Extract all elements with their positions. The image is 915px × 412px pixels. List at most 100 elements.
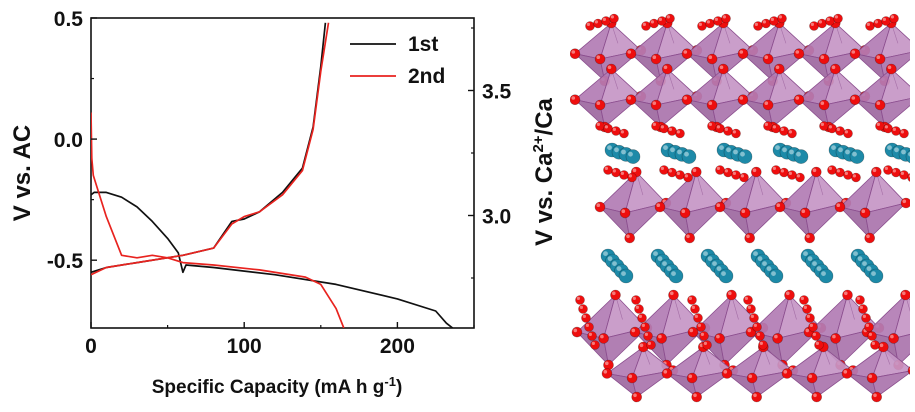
oxygen-atom — [661, 63, 673, 75]
oxygen-atom — [603, 123, 613, 134]
octahedron — [846, 345, 910, 399]
oxygen-atom — [643, 331, 653, 341]
oxygen-atom — [761, 18, 771, 29]
oxygen-atom — [885, 63, 897, 75]
oxygen-atom — [661, 368, 673, 379]
series-2nd-charge-curve — [91, 22, 330, 276]
oxygen-atom — [650, 53, 662, 65]
oxygen-atom — [753, 21, 763, 31]
oxygen-atom — [578, 304, 588, 314]
oxygen-atom — [833, 13, 843, 24]
oxygen-atom — [605, 63, 617, 75]
oxygen-atom — [651, 121, 661, 131]
oxygen-atom — [781, 368, 793, 379]
octahedron — [606, 345, 674, 399]
oxygen-atom — [570, 94, 581, 105]
oxygen-atom — [631, 391, 643, 403]
oxygen-atom — [834, 201, 846, 213]
oxygen-atom — [731, 170, 741, 180]
oxygen-atom — [843, 170, 853, 180]
oxygen-atom — [867, 331, 877, 341]
oxygen-atom — [829, 63, 841, 75]
oxygen-atom — [687, 326, 699, 338]
calcium-atom — [768, 268, 784, 284]
oxygen-atom — [581, 313, 591, 323]
oxygen-atom — [818, 53, 830, 65]
oxygen-atom — [684, 232, 696, 244]
oxygen-atom — [609, 13, 619, 24]
octahedron — [666, 345, 734, 399]
oxygen-atom — [772, 333, 783, 344]
oxygen-atom — [707, 121, 717, 131]
oxygen-atom — [842, 289, 853, 301]
oxygen-atom — [584, 322, 594, 332]
oxygen-atom — [721, 13, 731, 24]
oxygen-atom — [668, 289, 679, 301]
x-axis-title: Specific Capacity (mA h g-1) — [152, 374, 403, 398]
oxygen-atom — [683, 172, 693, 183]
calcium-atom — [625, 149, 641, 164]
oxygen-atom — [849, 94, 861, 105]
oxygen-atom — [721, 368, 733, 379]
oxygen-atom — [814, 340, 824, 350]
calcium-atom — [718, 268, 734, 284]
oxygen-atom — [806, 372, 818, 384]
oxygen-atom — [802, 304, 812, 314]
oxygen-atom — [624, 232, 636, 244]
oxygen-atom — [637, 313, 647, 323]
oxygen-atom — [587, 331, 597, 341]
calcium-atom — [737, 149, 753, 164]
oxygen-atom — [793, 94, 805, 105]
oxygen-atom — [656, 333, 667, 344]
oxygen-atom — [699, 331, 709, 341]
oxygen-atom — [795, 172, 805, 183]
oxygen-atom — [891, 126, 901, 136]
oxygen-atom — [891, 167, 901, 178]
oxygen-atom — [804, 232, 816, 244]
oxygen-atom — [811, 331, 821, 341]
oxygen-atom — [855, 295, 865, 305]
oxygen-atom — [874, 99, 886, 111]
oxygen-atom — [787, 170, 797, 180]
oxygen-atom — [737, 48, 749, 60]
oxygen-atom — [737, 94, 749, 105]
oxygen-atom — [907, 366, 910, 375]
calcium-atom — [793, 149, 809, 164]
oxygen-atom — [830, 333, 841, 344]
oxygen-atom — [851, 172, 861, 183]
oxygen-atom — [714, 333, 725, 344]
oxygen-atom — [875, 121, 885, 131]
oxygen-atom — [595, 121, 605, 131]
oxygen-atom — [746, 304, 756, 314]
oxygen-atom — [743, 295, 753, 305]
oxygen-atom — [571, 326, 583, 338]
oxygen-atom — [827, 165, 837, 175]
oxygen-atom — [619, 207, 631, 219]
oxygen-atom — [634, 304, 644, 314]
oxygen-atom — [646, 340, 656, 350]
layered-octahedral-crystal-structure-icon — [570, 13, 910, 403]
oxygen-atom — [640, 322, 650, 332]
oxygen-atom — [723, 167, 733, 178]
oxygen-atom — [779, 167, 789, 178]
octahedron — [853, 67, 910, 129]
oxygen-atom — [883, 165, 893, 175]
oxygen-atom — [739, 172, 749, 183]
oxygen-atom — [774, 201, 786, 213]
octahedron — [726, 345, 794, 399]
oxygen-atom — [705, 18, 715, 29]
y2-tick-label: 3.5 — [482, 81, 512, 104]
oxygen-atom — [810, 166, 822, 178]
oxygen-atom — [888, 333, 899, 344]
oxygen-atom — [611, 126, 621, 136]
oxygen-atom — [575, 295, 585, 305]
oxygen-atom — [771, 123, 781, 134]
oxygen-atom — [793, 48, 805, 60]
oxygen-atom — [809, 21, 819, 31]
y2-tick-label: 3.0 — [482, 206, 511, 229]
oxygen-atom — [779, 126, 789, 136]
oxygen-atom — [706, 99, 718, 111]
oxygen-atom — [619, 128, 629, 139]
oxygen-atom — [865, 21, 875, 31]
oxygen-atom — [625, 48, 637, 60]
